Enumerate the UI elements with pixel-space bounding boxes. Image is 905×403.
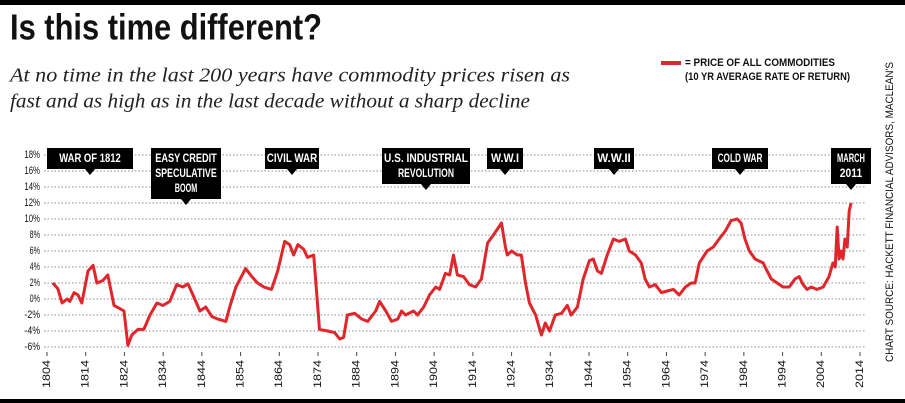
annotation-label: REVOLUTION bbox=[398, 166, 454, 180]
annotation-label: W.W.II bbox=[597, 151, 631, 165]
x-tick-label: 1824 bbox=[118, 360, 130, 388]
x-tick-label: 1804 bbox=[41, 360, 53, 388]
y-tick-label: -6% bbox=[24, 341, 40, 353]
annotation-pointer bbox=[735, 169, 745, 175]
annotation-box bbox=[594, 148, 634, 169]
annotation-label: EASY CREDIT bbox=[155, 151, 217, 165]
x-tick-label: 1974 bbox=[699, 360, 711, 388]
y-tick-label: 18% bbox=[24, 149, 40, 161]
x-tick-label: 1904 bbox=[428, 360, 440, 388]
annotation-box bbox=[382, 148, 470, 184]
annotation-box bbox=[487, 148, 523, 169]
x-tick-label: 1964 bbox=[660, 360, 672, 388]
annotation-label: COLD WAR bbox=[718, 151, 763, 165]
annotation-box bbox=[831, 148, 871, 184]
annotation-box bbox=[712, 148, 768, 169]
bottom-bar bbox=[0, 399, 905, 403]
annotation-pointer bbox=[421, 184, 431, 190]
y-tick-label: -2% bbox=[24, 309, 40, 321]
x-tick-label: 1854 bbox=[234, 360, 246, 388]
x-tick-label: 2014 bbox=[854, 360, 866, 388]
chart-title: Is this time different? bbox=[10, 7, 322, 48]
x-tick-label: 1894 bbox=[389, 360, 401, 388]
y-tick-label: 0% bbox=[30, 293, 41, 305]
annotation-pointer bbox=[609, 169, 619, 175]
x-tick-label: 1914 bbox=[467, 360, 479, 388]
y-tick-label: -4% bbox=[24, 325, 40, 337]
x-tick-label: 1924 bbox=[505, 360, 517, 388]
annotation-label: SPECULATIVE bbox=[155, 166, 217, 180]
annotation-label: 2011 bbox=[840, 166, 863, 180]
y-tick-label: 16% bbox=[24, 165, 40, 177]
subtitle: At no time in the last 200 years have co… bbox=[8, 65, 570, 87]
source: CHART SOURCE: HACKETT FINANCIAL ADVISORS… bbox=[884, 62, 896, 362]
x-tick-label: 2004 bbox=[815, 360, 827, 388]
annotation-pointer bbox=[181, 199, 191, 205]
x-tick-label: 1884 bbox=[351, 360, 363, 388]
annotation-pointer bbox=[846, 184, 856, 190]
y-tick-label: 2% bbox=[30, 277, 41, 289]
annotation-pointer bbox=[85, 169, 95, 175]
x-tick-label: 1944 bbox=[583, 360, 595, 388]
data-line bbox=[51, 202, 853, 347]
x-tick-label: 1844 bbox=[196, 360, 208, 388]
x-tick-label: 1864 bbox=[273, 360, 285, 388]
annotation-label: W.W.I bbox=[491, 151, 519, 165]
annotation-box bbox=[47, 148, 133, 169]
annotation-pointer bbox=[287, 169, 297, 175]
x-tick-label: 1814 bbox=[80, 360, 92, 388]
annotation-label: U.S. INDUSTRIAL bbox=[384, 151, 468, 165]
y-tick-label: 8% bbox=[30, 229, 41, 241]
x-tick-label: 1984 bbox=[738, 360, 750, 388]
y-tick-label: 12% bbox=[24, 197, 40, 209]
y-tick-label: 6% bbox=[30, 245, 41, 257]
legend-note: (10 YR AVERAGE RATE OF RETURN) bbox=[685, 71, 850, 83]
top-bar bbox=[0, 0, 905, 5]
x-tick-label: 1874 bbox=[312, 360, 324, 388]
y-tick-label: 4% bbox=[30, 261, 41, 273]
x-tick-label: 1934 bbox=[544, 360, 556, 388]
annotation-label: CIVIL WAR bbox=[267, 151, 318, 165]
x-tick-label: 1834 bbox=[157, 360, 169, 388]
x-tick-label: 1994 bbox=[776, 360, 788, 388]
annotation-pointer bbox=[500, 169, 510, 175]
annotation-label: MARCH bbox=[837, 151, 865, 165]
annotation-box bbox=[151, 148, 221, 199]
annotation-label: BOOM bbox=[175, 181, 197, 195]
annotation-box bbox=[265, 148, 319, 169]
subtitle: fast and as high as in the last decade w… bbox=[10, 91, 530, 113]
y-tick-label: 10% bbox=[24, 213, 40, 225]
y-tick-label: 14% bbox=[24, 181, 40, 193]
annotation-label: WAR OF 1812 bbox=[59, 151, 121, 165]
x-tick-label: 1954 bbox=[622, 360, 634, 388]
legend-label: = PRICE OF ALL COMMODITIES bbox=[685, 57, 835, 69]
